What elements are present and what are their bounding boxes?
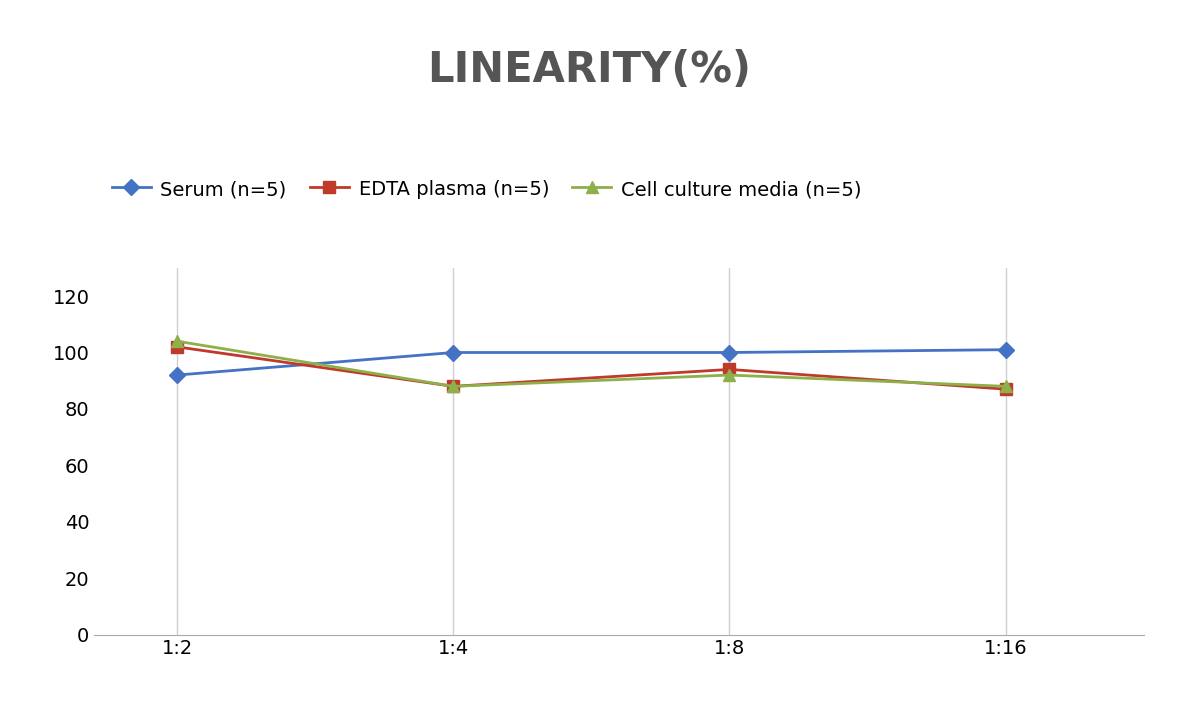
Cell culture media (n=5): [999, 382, 1013, 391]
Serum (n=5): [446, 348, 460, 357]
Legend: Serum (n=5), EDTA plasma (n=5), Cell culture media (n=5): Serum (n=5), EDTA plasma (n=5), Cell cul…: [104, 172, 869, 207]
EDTA plasma (n=5): [170, 343, 184, 351]
Line: Cell culture media (n=5): Cell culture media (n=5): [171, 335, 1012, 393]
Serum (n=5): [723, 348, 737, 357]
EDTA plasma (n=5): [999, 385, 1013, 393]
Line: Serum (n=5): Serum (n=5): [172, 344, 1012, 381]
EDTA plasma (n=5): [446, 382, 460, 391]
Cell culture media (n=5): [723, 371, 737, 379]
Line: EDTA plasma (n=5): EDTA plasma (n=5): [172, 341, 1012, 395]
Text: LINEARITY(%): LINEARITY(%): [428, 49, 751, 92]
Serum (n=5): [170, 371, 184, 379]
Cell culture media (n=5): [170, 337, 184, 345]
Serum (n=5): [999, 345, 1013, 354]
Cell culture media (n=5): [446, 382, 460, 391]
EDTA plasma (n=5): [723, 365, 737, 374]
